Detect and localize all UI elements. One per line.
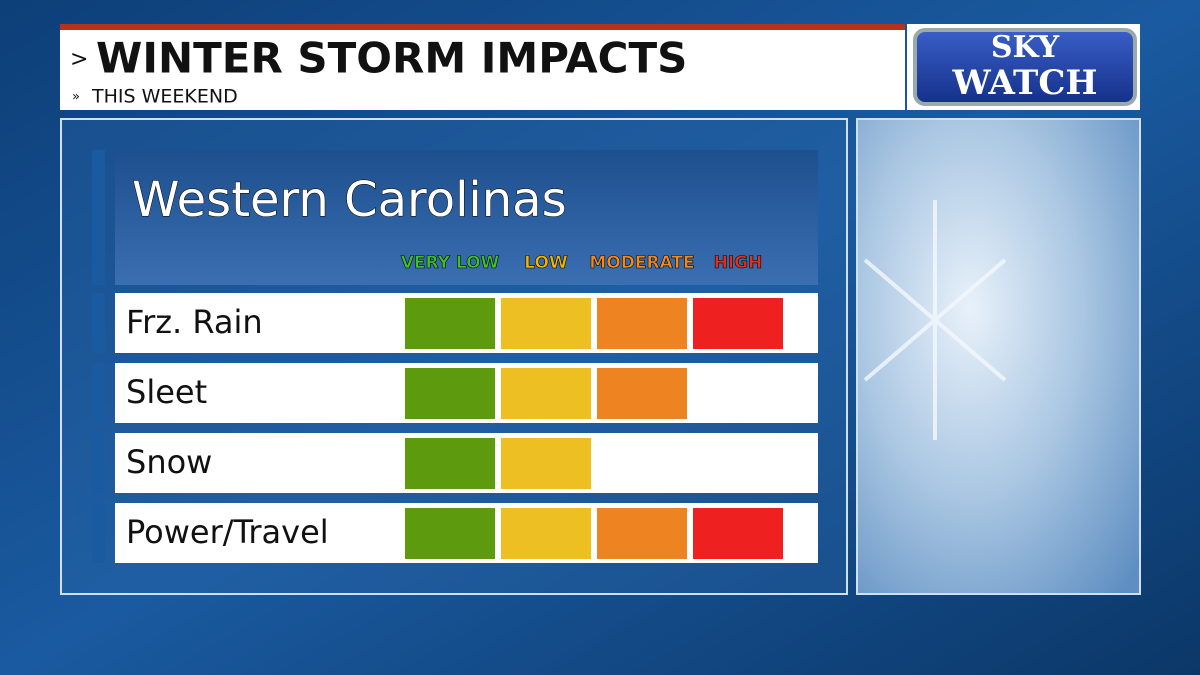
impact-block: [597, 368, 687, 419]
impact-block: [501, 298, 591, 349]
header-band: [60, 24, 905, 110]
region-header: [115, 150, 818, 285]
chevron: »: [72, 90, 80, 105]
logo-badge: [913, 28, 1137, 106]
snowflake: [863, 200, 1007, 440]
impact-block: [597, 298, 687, 349]
legend-label: LOW: [524, 253, 568, 273]
impact-block: [693, 508, 783, 559]
impact-block: [405, 368, 495, 419]
impact-block: [405, 298, 495, 349]
region-title: Western Carolinas: [132, 172, 567, 228]
impact-block: [693, 298, 783, 349]
row-label: Sleet: [126, 373, 207, 411]
legend-label: VERY LOW: [401, 253, 500, 273]
impact-block: [501, 438, 591, 489]
impact-block: [501, 368, 591, 419]
row-label: Power/Travel: [126, 513, 329, 551]
impact-block: [501, 508, 591, 559]
impact-block: [405, 438, 495, 489]
impact-block: [597, 508, 687, 559]
snow-photo: [856, 118, 1141, 595]
subtitle: THIS WEEKEND: [91, 86, 238, 108]
row-label: Frz. Rain: [126, 303, 263, 341]
chevron: >: [70, 47, 88, 72]
side-bar: [92, 433, 105, 493]
legend-label: MODERATE: [589, 253, 694, 273]
title: WINTER STORM IMPACTS: [96, 34, 687, 83]
header-stripe: [60, 24, 905, 30]
side-bar: [92, 150, 105, 285]
impact-block: [405, 508, 495, 559]
row-label: Snow: [126, 443, 212, 481]
logo-text: SKY: [991, 30, 1060, 65]
side-bar: [92, 293, 105, 353]
legend-label: HIGH: [714, 253, 763, 273]
side-bar: [92, 503, 105, 563]
logo-text: WATCH: [951, 63, 1097, 103]
side-bar: [92, 363, 105, 423]
